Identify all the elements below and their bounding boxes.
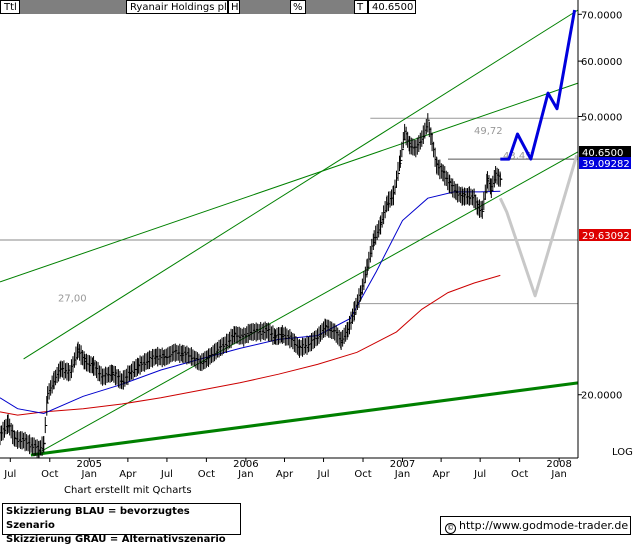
time-label: T: [354, 0, 368, 14]
value-tag-label: 39.09282: [582, 159, 630, 170]
value-tag: [579, 146, 631, 158]
scenario-preferred-line: [500, 9, 577, 161]
x-tick-label: Oct: [511, 469, 528, 480]
legend-gray-text: Skizzierung GRAU = Alternativszenario: [6, 534, 226, 545]
chart-credit: Chart erstellt mit Qcharts: [64, 485, 192, 496]
percent-value-field: [306, 0, 354, 14]
copyright-icon: ©: [445, 523, 456, 534]
x-year-label: 2005: [77, 459, 102, 470]
axes: 20.000050.000060.000070.0000LOG40.650039…: [0, 0, 633, 480]
value-tag: [579, 157, 631, 169]
x-tick-label: Oct: [41, 469, 58, 480]
level-label: 27,00: [58, 294, 87, 305]
website-url: http://www.godmode-trader.de: [459, 519, 629, 532]
y-tick-label: 60.0000: [581, 57, 622, 68]
x-tick-label: Apr: [432, 469, 450, 480]
scenario-sketches: [498, 9, 579, 298]
trend-line: [0, 82, 579, 283]
x-year-label: 2007: [390, 459, 415, 470]
trend-line: [30, 381, 579, 457]
company-name: Ryanair Holdings plc: [126, 0, 228, 14]
y-tick-label: 20.0000: [581, 391, 622, 402]
ticker-label: Ttl: [0, 0, 20, 14]
level-label: 49,72: [474, 126, 503, 137]
price-series: [0, 113, 503, 459]
level-label: 43,45: [503, 151, 532, 162]
x-year-label: 2008: [546, 459, 571, 470]
x-tick-label: Oct: [198, 469, 215, 480]
x-tick-label: Jan: [394, 469, 410, 480]
website-link[interactable]: © http://www.godmode-trader.de: [440, 516, 631, 535]
ma-long-line: [0, 274, 501, 416]
x-tick-label: Oct: [354, 469, 371, 480]
x-tick-label: Jul: [317, 469, 330, 480]
x-tick-label: Jan: [237, 469, 253, 480]
trend-lines: [0, 9, 579, 457]
value-tag-label: 29.63092: [582, 231, 630, 242]
legend-blue-text: Skizzierung BLAU = bevorzugtes Szenario: [6, 506, 190, 531]
x-tick-label: Jul: [160, 469, 173, 480]
x-year-label: 2006: [233, 459, 258, 470]
header-gray-bar: [20, 0, 126, 14]
high-value-field: [240, 0, 290, 14]
y-scale-label: LOG: [612, 447, 633, 458]
trend-line: [23, 9, 579, 360]
y-tick-label: 50.0000: [581, 112, 622, 123]
x-tick-label: Apr: [119, 469, 137, 480]
x-tick-label: Jan: [550, 469, 566, 480]
scenario-legend: Skizzierung BLAU = bevorzugtes Szenario …: [2, 503, 241, 545]
x-tick-label: Apr: [276, 469, 294, 480]
value-tag: [579, 229, 631, 241]
value-tag-label: 40.6500: [582, 148, 623, 159]
x-tick-label: Jan: [81, 469, 97, 480]
y-tick-label: 70.0000: [581, 10, 622, 21]
scenario-alternative-line: [498, 154, 579, 298]
horizontal-levels: 49,72 43,45 27,00: [0, 117, 578, 305]
x-tick-label: Jul: [473, 469, 486, 480]
x-tick-label: Jul: [3, 469, 16, 480]
last-price: 40.6500: [368, 0, 416, 14]
percent-label: %: [290, 0, 306, 14]
trend-line: [40, 151, 579, 452]
high-label: H: [228, 0, 240, 14]
